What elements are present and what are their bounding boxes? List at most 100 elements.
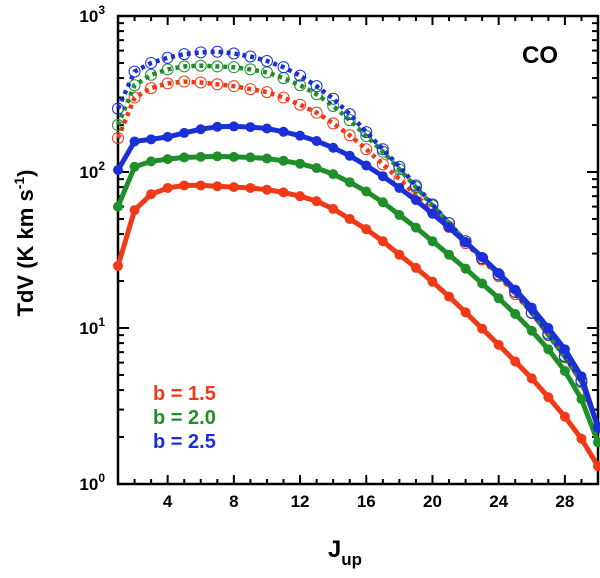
- data-point: [477, 278, 488, 289]
- data-point: [245, 182, 256, 193]
- data-point-open: [112, 102, 124, 115]
- data-point-open: [393, 160, 406, 173]
- y-tick-exponent: 1: [98, 315, 105, 329]
- x-tick-label: 4: [163, 492, 173, 511]
- data-point: [278, 155, 289, 166]
- y-tick-base: 10: [79, 319, 98, 338]
- data-point-open: [294, 79, 307, 92]
- data-point: [576, 433, 587, 444]
- series-group: [112, 45, 600, 472]
- data-point-open: [327, 92, 340, 105]
- data-point-open: [277, 91, 290, 104]
- data-point-open: [244, 63, 257, 76]
- data-point: [543, 344, 554, 355]
- data-point: [261, 123, 272, 134]
- data-point: [526, 373, 537, 384]
- data-point: [377, 197, 388, 208]
- data-point-open: [327, 117, 340, 130]
- data-point: [129, 136, 140, 147]
- data-point: [510, 356, 521, 367]
- data-point-open: [244, 50, 257, 63]
- x-tick-label: 28: [555, 492, 574, 511]
- data-point: [344, 213, 355, 224]
- data-point: [146, 134, 157, 145]
- data-point: [493, 268, 504, 279]
- data-point-open: [227, 47, 240, 60]
- x-tick-label: 8: [229, 492, 238, 511]
- data-point: [212, 121, 223, 132]
- data-point: [245, 152, 256, 163]
- data-point: [361, 160, 372, 171]
- data-point: [460, 263, 471, 274]
- data-point: [493, 293, 504, 304]
- data-point-open: [178, 60, 191, 73]
- y-tick-exponent: 3: [98, 3, 105, 17]
- data-point-open: [376, 158, 389, 171]
- data-point-open: [227, 80, 240, 93]
- svg-text:Jup: Jup: [328, 536, 362, 569]
- data-point: [146, 156, 157, 167]
- y-tick-base: 10: [79, 7, 98, 26]
- data-point: [394, 249, 405, 260]
- data-point-open: [227, 61, 240, 74]
- data-point: [113, 260, 123, 271]
- data-point: [162, 154, 173, 165]
- data-point: [179, 180, 190, 191]
- data-point: [444, 291, 455, 302]
- data-point: [510, 308, 521, 319]
- data-point-open: [211, 45, 224, 58]
- data-point: [344, 177, 355, 188]
- data-point: [129, 205, 140, 216]
- legend-label-b20: b = 2.0: [153, 407, 216, 429]
- data-point: [212, 181, 223, 192]
- data-point: [526, 325, 537, 336]
- data-point: [162, 131, 173, 142]
- panel-label: CO: [522, 42, 558, 69]
- y-tick-label: 101: [79, 315, 105, 338]
- data-point: [410, 262, 421, 273]
- data-point: [361, 224, 372, 235]
- data-point: [576, 394, 587, 405]
- data-point: [328, 203, 339, 214]
- x-tick-label: 20: [423, 492, 442, 511]
- y-axis-title-sup: -1: [11, 177, 27, 190]
- y-axis-title-close: ): [13, 170, 38, 177]
- data-point-open: [112, 119, 124, 132]
- x-axis-title-main: J: [328, 536, 341, 563]
- data-point: [228, 121, 239, 132]
- data-point: [162, 182, 173, 193]
- data-point-open: [161, 51, 174, 64]
- data-point-open: [178, 75, 191, 88]
- data-point: [179, 127, 190, 138]
- data-point: [394, 210, 405, 221]
- data-point: [593, 461, 600, 472]
- data-point-open: [294, 98, 307, 111]
- data-point-open: [145, 82, 158, 95]
- data-point: [377, 236, 388, 247]
- data-point-open: [343, 114, 356, 127]
- data-point: [278, 187, 289, 198]
- data-point: [228, 151, 239, 162]
- legend-label-b25: b = 2.5: [153, 431, 216, 453]
- data-point: [361, 186, 372, 197]
- data-point-open: [128, 65, 141, 78]
- data-point: [427, 236, 438, 247]
- data-point-open: [194, 46, 207, 59]
- data-point-open: [244, 83, 257, 96]
- data-point: [228, 182, 239, 193]
- data-point-open: [310, 80, 323, 93]
- data-point: [295, 130, 306, 141]
- data-point: [477, 323, 488, 334]
- data-point: [543, 392, 554, 403]
- data-point-open: [294, 69, 307, 82]
- data-point-open: [145, 56, 158, 69]
- data-point-open: [194, 76, 207, 89]
- x-axis-title-sub: up: [341, 550, 362, 569]
- data-point-open: [343, 129, 356, 142]
- data-point: [543, 323, 554, 333]
- data-point-open: [211, 60, 224, 73]
- data-point: [526, 302, 537, 313]
- data-point-open: [145, 68, 158, 81]
